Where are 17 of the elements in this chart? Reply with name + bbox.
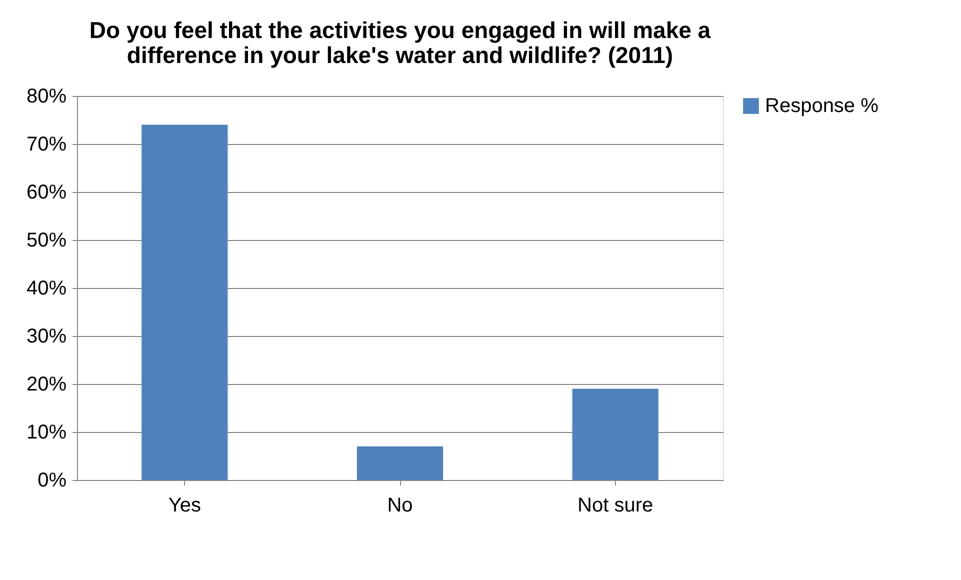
- x-tick-label: Yes: [168, 494, 201, 516]
- y-tick-label: 50%: [26, 230, 67, 252]
- bar: [572, 388, 658, 480]
- x-tick-label: No: [387, 494, 413, 516]
- y-tick-label: 30%: [26, 326, 67, 348]
- bar: [142, 124, 228, 480]
- y-tick-label: 70%: [26, 134, 67, 156]
- y-tick-label: 20%: [26, 374, 67, 396]
- y-tick-label: 0%: [38, 470, 67, 492]
- x-tick-label: Not sure: [578, 494, 654, 516]
- y-tick-label: 40%: [26, 278, 67, 300]
- y-tick-label: 80%: [26, 86, 67, 108]
- bar: [356, 446, 444, 480]
- chart-title: Do you feel that the activities you engaged in will make a difference in your lake's water and wildlife? (2011): [89, 17, 711, 68]
- y-tick-label: 60%: [26, 182, 67, 204]
- y-tick-label: 10%: [26, 422, 67, 444]
- legend-label: Response %: [765, 95, 879, 117]
